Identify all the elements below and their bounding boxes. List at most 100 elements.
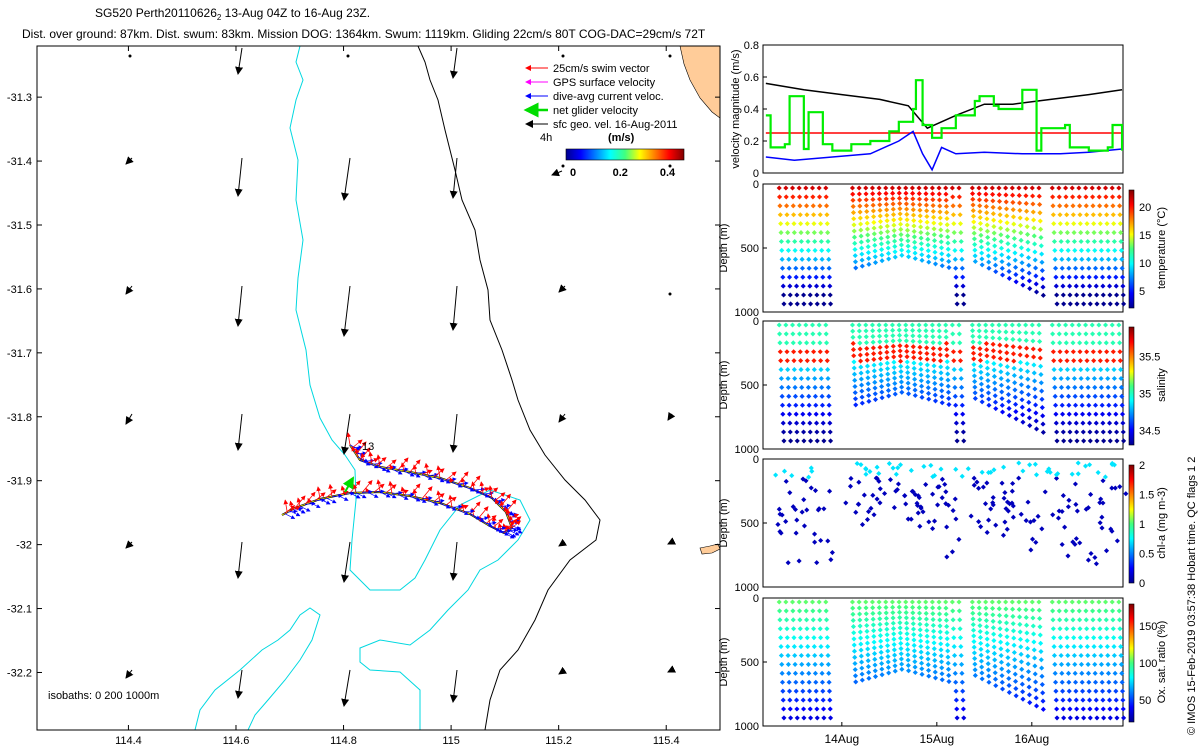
net-velocity-arrow [342,476,354,493]
profile-point [1103,194,1109,200]
profile-point [956,536,962,542]
profile-point [824,617,830,623]
profile-point [1037,347,1043,353]
profile-point [1051,230,1057,236]
profile-point [1029,185,1035,191]
profile-point [813,265,819,271]
profile-point [1010,480,1016,487]
profile-point [1005,378,1011,384]
profile-colorbar [1128,464,1135,584]
profile-point [890,206,896,212]
profile-point [799,402,806,408]
profile-point [780,411,786,417]
dac-vector [433,476,445,483]
profile-point [968,513,974,519]
profile-point [790,331,796,337]
profile-point [799,670,805,676]
profile-point [865,664,871,670]
dac-vector [439,477,451,484]
geo-vector [558,538,568,547]
profile-point [1032,241,1038,247]
profile-point [1121,438,1127,444]
profile-point [1099,265,1105,271]
profile-point [1072,679,1079,685]
profile-point [1024,638,1030,644]
profile-point [803,185,809,191]
profile-point [912,376,918,382]
profile-point [792,375,798,382]
profile-point [985,648,991,654]
profile-point [917,339,923,345]
profile-point [818,358,824,364]
profile-point [892,249,898,255]
profile-point [983,599,989,605]
profile-point [1111,230,1117,236]
profile-point [983,611,989,617]
profile-point [1116,185,1122,191]
profile-point [970,610,976,616]
profile-point [1077,626,1083,632]
profile-point [1118,238,1124,245]
swim-vector [385,484,397,494]
profile-point [925,368,931,374]
profile-point [925,662,931,668]
profile-point [778,644,784,650]
geo-vector [449,413,458,453]
profile-point [1107,429,1113,435]
profile-point [779,512,785,518]
profile-point [959,670,965,676]
profile-point [896,332,903,338]
profile-point [903,327,909,333]
geo-vector [234,285,243,327]
profile-point [1084,358,1090,364]
profile-point [823,599,829,605]
dac-vector [373,489,385,494]
profile-point [1114,429,1120,435]
profile-point [958,644,964,650]
profile-point [799,679,806,685]
swim-vector [349,480,361,494]
profile-point [870,333,876,340]
profile-point [1065,553,1071,559]
profile-point [779,670,785,676]
profile-point [1004,364,1010,370]
profile-point [785,375,791,382]
profile-point [1009,488,1015,494]
profile-point [1071,230,1077,236]
profile-point [877,621,883,627]
profile-point [1119,679,1125,685]
profile-point [1006,405,1012,411]
velocity-ytick-label: 0 [753,168,759,180]
colorbar-tick-label: 1.5 [1139,490,1154,502]
profile-point [1053,274,1059,280]
profile-point [1102,185,1109,191]
profile-point [1087,429,1093,435]
profile-point [1026,684,1032,690]
profile-point [936,322,942,328]
profile-point [1024,216,1030,222]
profile-point [1026,415,1032,421]
profile-point [796,194,803,200]
map-ytick-label: -31.5 [7,220,32,232]
profile-point [1031,639,1037,645]
profile-point [1025,255,1032,261]
map-xtick-label: 115.4 [653,735,680,747]
colorbar-title: (m/s) [608,132,635,144]
profile-point [1020,282,1026,288]
profile-point [806,670,812,676]
profile-point [1070,331,1076,337]
profile-point [1029,599,1035,605]
profile-point [1104,358,1110,364]
profile-point [1090,212,1096,218]
profile-point [976,334,983,340]
profile-point [1085,238,1091,245]
profile-point [919,671,925,677]
profile-point [1031,362,1037,368]
profile-point [1079,679,1085,685]
profile-point [891,641,897,648]
geo-vector [558,666,568,675]
profile-point [1084,644,1090,650]
profile-point [1096,331,1102,337]
profile-point [818,375,824,382]
profile-point [1117,617,1123,623]
